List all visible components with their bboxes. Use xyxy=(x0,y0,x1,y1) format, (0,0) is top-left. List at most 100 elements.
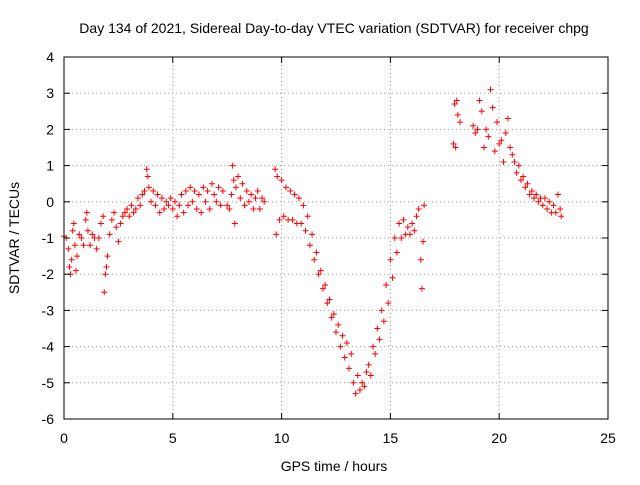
data-point xyxy=(528,187,535,194)
data-point xyxy=(515,162,522,169)
data-point xyxy=(374,325,381,332)
data-point xyxy=(145,184,152,191)
data-point xyxy=(406,231,413,238)
data-point xyxy=(215,184,222,191)
data-point xyxy=(178,191,185,198)
data-point xyxy=(204,187,211,194)
data-point xyxy=(417,256,424,263)
x-tick-label: 15 xyxy=(383,430,399,446)
data-point xyxy=(300,202,307,209)
data-point xyxy=(74,253,81,260)
data-point xyxy=(531,195,538,202)
y-tick-label: -6 xyxy=(42,411,55,427)
y-tick-label: -1 xyxy=(42,230,55,246)
data-point xyxy=(309,231,316,238)
data-point xyxy=(413,213,420,220)
data-point xyxy=(158,195,165,202)
data-point xyxy=(282,184,289,191)
data-point xyxy=(161,206,168,213)
data-point xyxy=(113,224,120,231)
data-point xyxy=(174,213,181,220)
data-point xyxy=(189,198,196,205)
data-point xyxy=(483,126,490,133)
data-point xyxy=(400,216,407,223)
data-point xyxy=(150,187,157,194)
y-tick-label: 3 xyxy=(46,85,54,101)
data-point xyxy=(317,267,324,274)
data-point xyxy=(322,282,329,289)
x-tick-label: 20 xyxy=(491,430,507,446)
data-point xyxy=(491,148,498,155)
data-point xyxy=(248,191,255,198)
data-point xyxy=(478,108,485,115)
data-point xyxy=(326,296,333,303)
data-point xyxy=(389,274,396,281)
data-point xyxy=(411,227,418,234)
data-point xyxy=(111,209,118,216)
data-point xyxy=(167,195,174,202)
data-point xyxy=(420,238,427,245)
data-point xyxy=(289,216,296,223)
data-point xyxy=(208,180,215,187)
data-point xyxy=(66,263,73,270)
data-point xyxy=(378,307,385,314)
data-point xyxy=(341,354,348,361)
data-point xyxy=(187,184,194,191)
data-point xyxy=(363,368,370,375)
data-point xyxy=(453,97,460,104)
data-point xyxy=(102,271,109,278)
data-point xyxy=(144,173,151,180)
data-point xyxy=(134,195,141,202)
data-point xyxy=(280,213,287,220)
data-point xyxy=(383,282,390,289)
data-point xyxy=(513,169,520,176)
data-point xyxy=(352,390,359,397)
data-point xyxy=(421,202,428,209)
y-tick-label: 1 xyxy=(46,158,54,174)
data-point xyxy=(237,195,244,202)
data-point xyxy=(304,213,311,220)
data-point xyxy=(152,202,159,209)
data-point xyxy=(241,202,248,209)
x-axis-label: GPS time / hours xyxy=(281,458,388,474)
data-point xyxy=(391,235,398,241)
data-point xyxy=(346,365,353,372)
data-point xyxy=(130,209,137,216)
data-point xyxy=(228,191,235,198)
data-point xyxy=(104,253,111,260)
data-point xyxy=(385,300,392,307)
data-point xyxy=(72,267,79,274)
data-point xyxy=(550,202,557,209)
data-point xyxy=(354,372,361,379)
data-point xyxy=(245,198,252,205)
data-point xyxy=(230,177,237,184)
data-point xyxy=(376,336,383,343)
data-point xyxy=(103,263,110,270)
data-point xyxy=(200,184,207,191)
data-point xyxy=(261,198,268,205)
data-point xyxy=(239,180,246,187)
data-point xyxy=(324,300,331,307)
data-point xyxy=(69,227,76,234)
y-tick-label: 2 xyxy=(46,121,54,137)
data-point xyxy=(511,158,518,165)
data-point xyxy=(250,206,257,213)
data-point xyxy=(502,130,509,137)
data-point xyxy=(256,206,263,213)
data-point xyxy=(509,151,516,158)
data-point xyxy=(369,343,376,350)
y-tick-label: 4 xyxy=(46,49,54,65)
data-point xyxy=(89,231,96,238)
data-point xyxy=(359,379,366,386)
data-point xyxy=(202,198,209,205)
data-point xyxy=(82,216,89,223)
data-point xyxy=(156,209,163,216)
data-point xyxy=(339,332,346,339)
data-point xyxy=(333,329,339,336)
data-point xyxy=(198,209,205,216)
data-point xyxy=(480,144,487,151)
x-tick-label: 25 xyxy=(600,430,616,446)
data-point xyxy=(84,227,91,234)
data-point xyxy=(71,242,78,249)
data-point xyxy=(544,206,551,213)
